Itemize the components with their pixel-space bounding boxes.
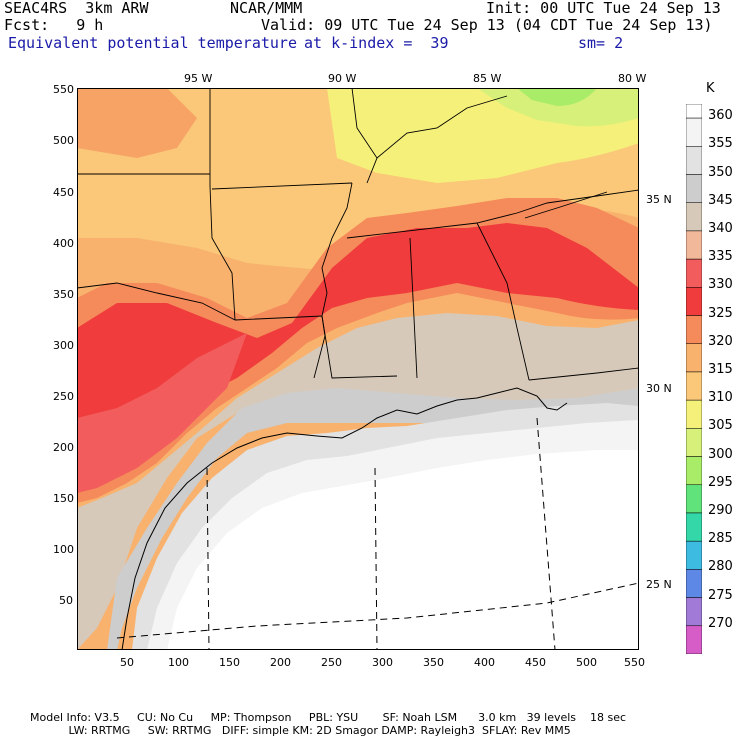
- theta-e-map: [77, 88, 639, 650]
- x-tick: 300: [372, 656, 393, 669]
- legend-label: 350: [708, 164, 733, 180]
- y-tick: 400: [53, 237, 74, 250]
- model-title: SEAC4RS 3km ARW: [4, 0, 149, 17]
- legend-swatch: [686, 597, 702, 627]
- x-tick: 50: [120, 656, 134, 669]
- legend-label: 285: [708, 531, 733, 547]
- lon-label: 80 W: [618, 72, 647, 85]
- y-tick: 500: [53, 134, 74, 147]
- legend-swatch: [686, 456, 702, 486]
- valid-time: Valid: 09 UTC Tue 24 Sep 13 (04 CDT Tue …: [261, 16, 713, 34]
- legend-label: 335: [708, 249, 733, 265]
- legend-label: 310: [708, 390, 733, 406]
- legend-swatch: [686, 512, 702, 542]
- legend-swatch: [686, 484, 702, 514]
- x-tick: 200: [270, 656, 291, 669]
- lon-label: 90 W: [328, 72, 357, 85]
- legend-label: 270: [708, 615, 733, 631]
- legend-swatch: [686, 146, 702, 175]
- color-legend: [686, 104, 702, 654]
- field-name: Equivalent potential temperature: [8, 34, 297, 52]
- lon-label: 85 W: [473, 72, 502, 85]
- y-tick: 50: [59, 594, 73, 607]
- x-tick: 250: [321, 656, 342, 669]
- legend-label: 320: [708, 333, 733, 349]
- legend-swatch: [686, 540, 702, 570]
- lat-label: 35 N: [646, 193, 672, 206]
- legend-label: 340: [708, 221, 733, 237]
- legend-label: 275: [708, 587, 733, 603]
- legend-swatch: [686, 569, 702, 598]
- legend-label: 295: [708, 474, 733, 490]
- y-tick: 450: [53, 186, 74, 199]
- legend-swatch: [686, 287, 702, 316]
- x-tick: 450: [525, 656, 546, 669]
- lon-label: 95 W: [184, 72, 213, 85]
- legend-swatch: [686, 343, 702, 373]
- lat-label: 30 N: [646, 382, 672, 395]
- legend-swatch: [686, 428, 702, 457]
- model-info-line2: LW: RRTMG SW: RRTMG DIFF: simple KM: 2D …: [30, 724, 571, 737]
- lat-label: 25 N: [646, 578, 672, 591]
- legend-swatch: [686, 230, 702, 260]
- init-time: Init: 00 UTC Tue 24 Sep 13: [486, 0, 721, 17]
- legend-label: 345: [708, 192, 733, 208]
- model-info-line1: Model Info: V3.5 CU: No Cu MP: Thompson …: [30, 711, 627, 724]
- legend-label: 300: [708, 446, 733, 462]
- y-tick: 250: [53, 390, 74, 403]
- legend-label: 360: [708, 108, 733, 124]
- legend-swatch-cap: [686, 104, 702, 119]
- legend-swatch: [686, 202, 702, 232]
- legend-label: 280: [708, 559, 733, 575]
- x-tick: 150: [219, 656, 240, 669]
- legend-label: 290: [708, 503, 733, 519]
- legend-swatch: [686, 117, 702, 147]
- legend-swatch: [686, 174, 702, 203]
- legend-swatch: [686, 258, 702, 288]
- y-tick: 200: [53, 441, 74, 454]
- legend-swatch: [686, 399, 702, 429]
- y-tick: 550: [53, 83, 74, 96]
- x-tick: 500: [576, 656, 597, 669]
- level-info: at k-index = 39: [304, 34, 449, 52]
- legend-unit: K: [706, 81, 715, 96]
- forecast-hour: Fcst: 9 h: [4, 16, 104, 34]
- y-tick: 300: [53, 339, 74, 352]
- legend-swatch: [686, 625, 702, 654]
- legend-label: 315: [708, 362, 733, 378]
- smoothing-info: sm= 2: [578, 34, 624, 52]
- y-tick: 350: [53, 288, 74, 301]
- legend-swatch: [686, 315, 702, 344]
- legend-swatch: [686, 371, 702, 401]
- y-tick: 150: [53, 492, 74, 505]
- legend-label: 305: [708, 418, 733, 434]
- legend-label: 355: [708, 136, 733, 152]
- institution: NCAR/MMM: [230, 0, 303, 17]
- x-tick: 550: [624, 656, 645, 669]
- x-tick: 400: [474, 656, 495, 669]
- x-tick: 350: [423, 656, 444, 669]
- legend-label: 330: [708, 277, 733, 293]
- x-tick: 100: [168, 656, 189, 669]
- legend-label: 325: [708, 305, 733, 321]
- y-tick: 100: [53, 543, 74, 556]
